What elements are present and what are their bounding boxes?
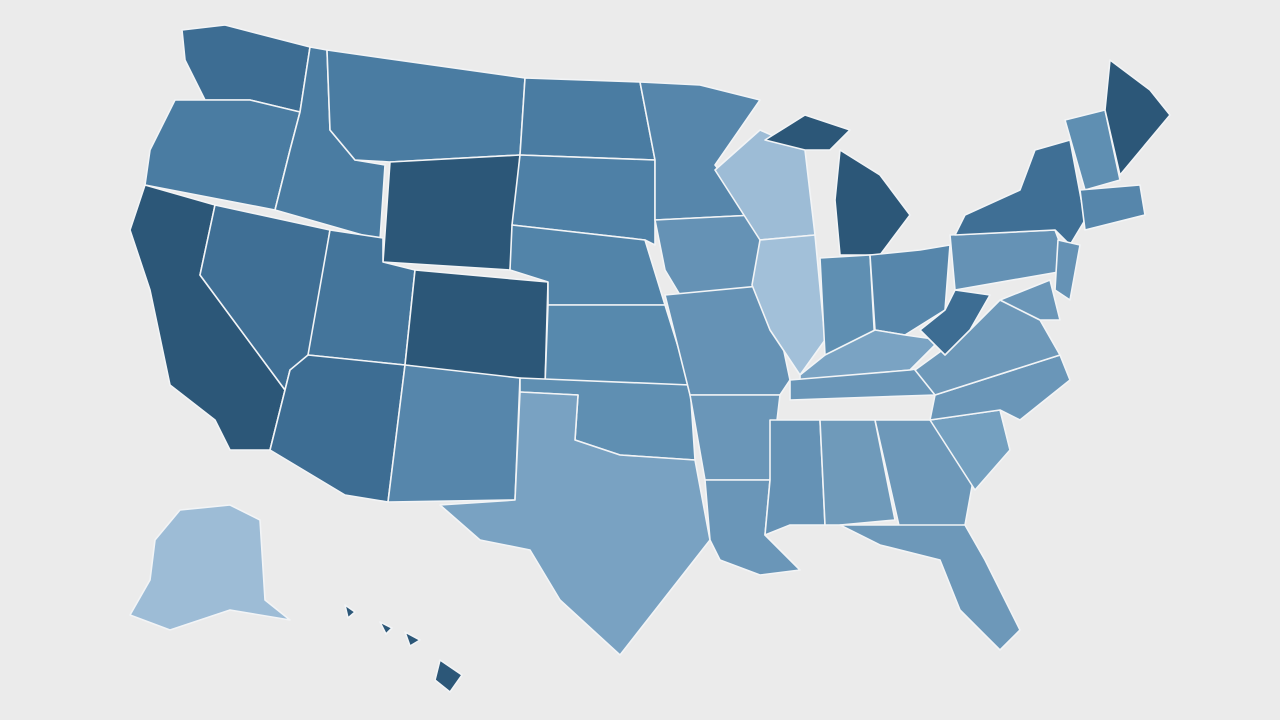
region [764, 419, 826, 536]
region [819, 419, 896, 526]
region [344, 604, 356, 619]
region [129, 504, 291, 631]
region [382, 154, 521, 271]
region [434, 659, 463, 693]
region [379, 621, 393, 635]
region [689, 394, 781, 481]
region [1104, 59, 1171, 176]
region [714, 129, 816, 241]
region [387, 364, 521, 503]
region [839, 524, 1021, 651]
region [1054, 239, 1081, 301]
region [1079, 184, 1146, 231]
region [439, 391, 711, 656]
region [919, 289, 991, 356]
region [764, 114, 851, 151]
region [404, 631, 421, 647]
region [999, 279, 1061, 321]
region [519, 77, 656, 161]
region [1064, 109, 1121, 191]
region [544, 304, 691, 386]
region [511, 154, 656, 246]
